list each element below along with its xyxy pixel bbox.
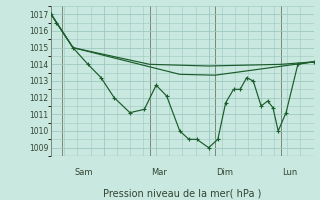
Text: Pression niveau de la mer( hPa ): Pression niveau de la mer( hPa ) <box>103 189 261 199</box>
Text: Lun: Lun <box>282 168 297 177</box>
Text: Mar: Mar <box>151 168 167 177</box>
Text: Dim: Dim <box>217 168 234 177</box>
Text: Sam: Sam <box>74 168 93 177</box>
